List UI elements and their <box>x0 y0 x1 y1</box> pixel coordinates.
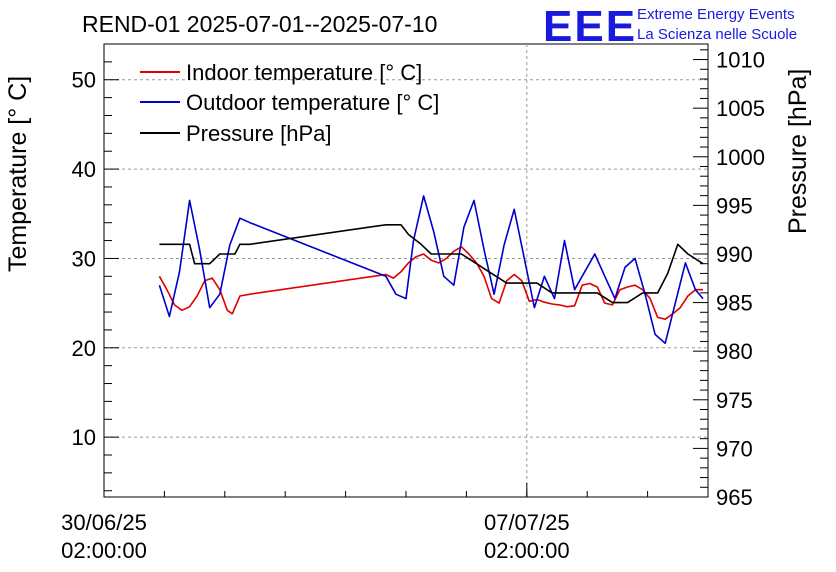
y-right-tick-label: 1000 <box>716 145 765 170</box>
series-indoor-temperature <box>158 246 703 321</box>
y-right-tick-label: 1010 <box>716 48 765 73</box>
brand-line-1: Extreme Energy Events <box>637 6 795 23</box>
y-left-title: Temperature [° C] <box>4 76 32 272</box>
x-tick-label-date: 30/06/25 <box>61 510 147 535</box>
x-tick-label-time: 02:00:00 <box>61 538 147 563</box>
brand-line-2: La Scienza nelle Scuole <box>637 26 797 43</box>
series-outdoor-temperature <box>158 195 704 345</box>
y-right-tick-label: 970 <box>716 436 753 461</box>
grid-layer <box>104 44 708 497</box>
x-tick-label-time: 02:00:00 <box>484 538 570 563</box>
series-layer <box>158 195 704 345</box>
bottom-axis-ticks: 30/06/25 02:00:00 07/07/25 02:00:00 <box>61 483 709 563</box>
y-right-tick-label: 980 <box>716 339 753 364</box>
left-axis-ticks: 10 20 30 40 50 <box>72 43 119 492</box>
eee-logo: EEE <box>543 2 637 51</box>
legend-label-outdoor: Outdoor temperature [° C] <box>186 90 439 115</box>
y-left-tick-label: 30 <box>72 246 96 271</box>
y-left-tick-label: 10 <box>72 425 96 450</box>
x-tick-label-date: 07/07/25 <box>484 510 570 535</box>
y-right-tick-label: 985 <box>716 291 753 316</box>
right-axis-ticks: 965 970 975 980 985 990 995 1000 1005 1010 <box>693 48 765 510</box>
y-left-tick-label: 50 <box>72 68 96 93</box>
y-right-title: Pressure [hPa] <box>784 69 812 234</box>
legend-label-pressure: Pressure [hPa] <box>186 121 332 146</box>
y-left-tick-label: 20 <box>72 336 96 361</box>
y-left-tick-label: 40 <box>72 157 96 182</box>
chart-title: REND-01 2025-07-01--2025-07-10 <box>82 11 437 37</box>
y-right-tick-label: 995 <box>716 193 753 218</box>
y-right-tick-label: 975 <box>716 388 753 413</box>
y-right-tick-label: 1005 <box>716 96 765 121</box>
legend-label-indoor: Indoor temperature [° C] <box>186 60 422 85</box>
legend: Indoor temperature [° C] Outdoor tempera… <box>140 60 439 146</box>
y-right-tick-label: 965 <box>716 485 753 510</box>
series-pressure <box>159 224 704 304</box>
y-right-tick-label: 990 <box>716 242 753 267</box>
